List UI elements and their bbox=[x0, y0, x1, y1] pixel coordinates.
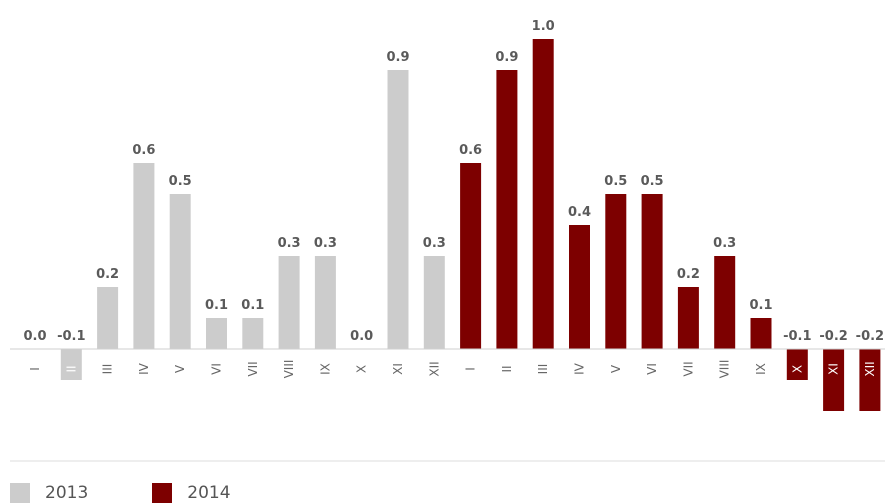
legend: 2013 2014 bbox=[10, 482, 295, 504]
value-label: 0.3 bbox=[278, 236, 301, 251]
value-label: -0.1 bbox=[57, 329, 85, 344]
value-label: 0.6 bbox=[132, 143, 155, 158]
value-label: 0.1 bbox=[205, 298, 228, 313]
value-label: 0.1 bbox=[241, 298, 264, 313]
bar-2014-XII bbox=[859, 349, 881, 411]
bar-2014-IV bbox=[569, 225, 590, 349]
bar-2014-XI bbox=[823, 349, 845, 411]
legend-item-2014: 2014 bbox=[152, 483, 231, 503]
x-tick-label: XII bbox=[427, 361, 441, 376]
x-tick-label: IV bbox=[137, 362, 151, 375]
bar-2013-XII bbox=[423, 256, 445, 349]
x-tick-label: XII bbox=[863, 361, 877, 376]
x-tick-label: I bbox=[28, 367, 42, 371]
x-tick-label: III bbox=[101, 364, 115, 375]
x-tick-label: V bbox=[609, 364, 623, 373]
bar-2013-IV bbox=[133, 163, 155, 349]
x-tick-label: III bbox=[536, 364, 550, 375]
bar-2014-V bbox=[605, 194, 627, 349]
x-tick-label: II bbox=[64, 365, 78, 372]
x-tick-label: IV bbox=[573, 362, 587, 375]
value-label: 0.0 bbox=[350, 329, 373, 344]
value-label: 0.2 bbox=[677, 267, 700, 282]
bar-2013-III bbox=[97, 287, 119, 349]
bar-2013-II bbox=[60, 349, 82, 380]
value-label: 0.5 bbox=[169, 174, 192, 189]
value-label: 0.1 bbox=[749, 298, 772, 313]
bar-2013-VII bbox=[242, 318, 264, 349]
bar-2013-V bbox=[169, 194, 191, 349]
x-tick-label: VII bbox=[681, 361, 695, 376]
bar-2013-VIII bbox=[278, 256, 300, 349]
value-label: 0.9 bbox=[386, 50, 409, 65]
value-label: 0.2 bbox=[96, 267, 119, 282]
x-tick-label: VIII bbox=[282, 360, 296, 379]
value-label: 0.9 bbox=[495, 50, 518, 65]
bar-2014-I bbox=[460, 163, 482, 349]
value-label: -0.2 bbox=[819, 329, 847, 344]
bar-2014-VI bbox=[641, 194, 663, 349]
x-tick-label: VI bbox=[645, 363, 659, 375]
bar-2013-VI bbox=[206, 318, 227, 349]
x-tick-labels: I II III IV V VI VII VIII IX X XI XII I II III IV V VI VII… bbox=[28, 360, 877, 379]
value-labels: 0.0 -0.1 0.2 0.6 0.5 0.1 0.1 0.3 0.3 0.0 0.9 0.3 0.6… bbox=[23, 19, 884, 344]
value-label: 0.5 bbox=[641, 174, 664, 189]
x-tick-label: IX bbox=[318, 363, 332, 375]
value-label: 0.6 bbox=[459, 143, 482, 158]
x-tick-label: I bbox=[464, 367, 478, 371]
x-tick-label: VIII bbox=[718, 360, 732, 379]
value-label: -0.2 bbox=[856, 329, 884, 344]
bar-2014-X bbox=[786, 349, 808, 380]
x-tick-label: X bbox=[790, 365, 804, 373]
value-label: 0.3 bbox=[314, 236, 337, 251]
bar-2014-VIII bbox=[714, 256, 736, 349]
x-tick-label: II bbox=[500, 365, 514, 372]
x-tick-label: VI bbox=[210, 363, 224, 375]
x-tick-label: IX bbox=[754, 363, 768, 375]
x-tick-label: XI bbox=[827, 363, 841, 375]
x-tick-label: VII bbox=[246, 361, 260, 376]
legend-label-2013: 2013 bbox=[45, 483, 89, 503]
value-label: 0.3 bbox=[423, 236, 446, 251]
x-tick-label: XI bbox=[391, 363, 405, 375]
bar-2014-IX bbox=[750, 318, 772, 349]
bar-2014-VII bbox=[677, 287, 699, 349]
legend-item-2013: 2013 bbox=[10, 483, 88, 503]
value-label: 1.0 bbox=[532, 19, 555, 34]
bar-chart: I II III IV V VI VII VIII IX X XI XII I II III IV V VI VII… bbox=[10, 19, 885, 462]
legend-swatch-2014 bbox=[152, 483, 173, 503]
value-label: 0.0 bbox=[23, 329, 46, 344]
legend-swatch-2013 bbox=[10, 483, 30, 503]
value-label: 0.5 bbox=[604, 174, 627, 189]
x-tick-label: V bbox=[173, 364, 187, 373]
value-label: -0.1 bbox=[783, 329, 811, 344]
bar-2013-IX bbox=[314, 256, 336, 349]
value-label: 0.3 bbox=[713, 236, 736, 251]
bar-2014-II bbox=[496, 70, 518, 349]
bar-2014-III bbox=[532, 39, 554, 349]
value-label: 0.4 bbox=[568, 205, 591, 220]
legend-label-2014: 2014 bbox=[187, 483, 231, 503]
x-tick-label: X bbox=[355, 365, 369, 373]
bars-group bbox=[60, 39, 881, 411]
bar-2013-XI bbox=[387, 70, 409, 349]
